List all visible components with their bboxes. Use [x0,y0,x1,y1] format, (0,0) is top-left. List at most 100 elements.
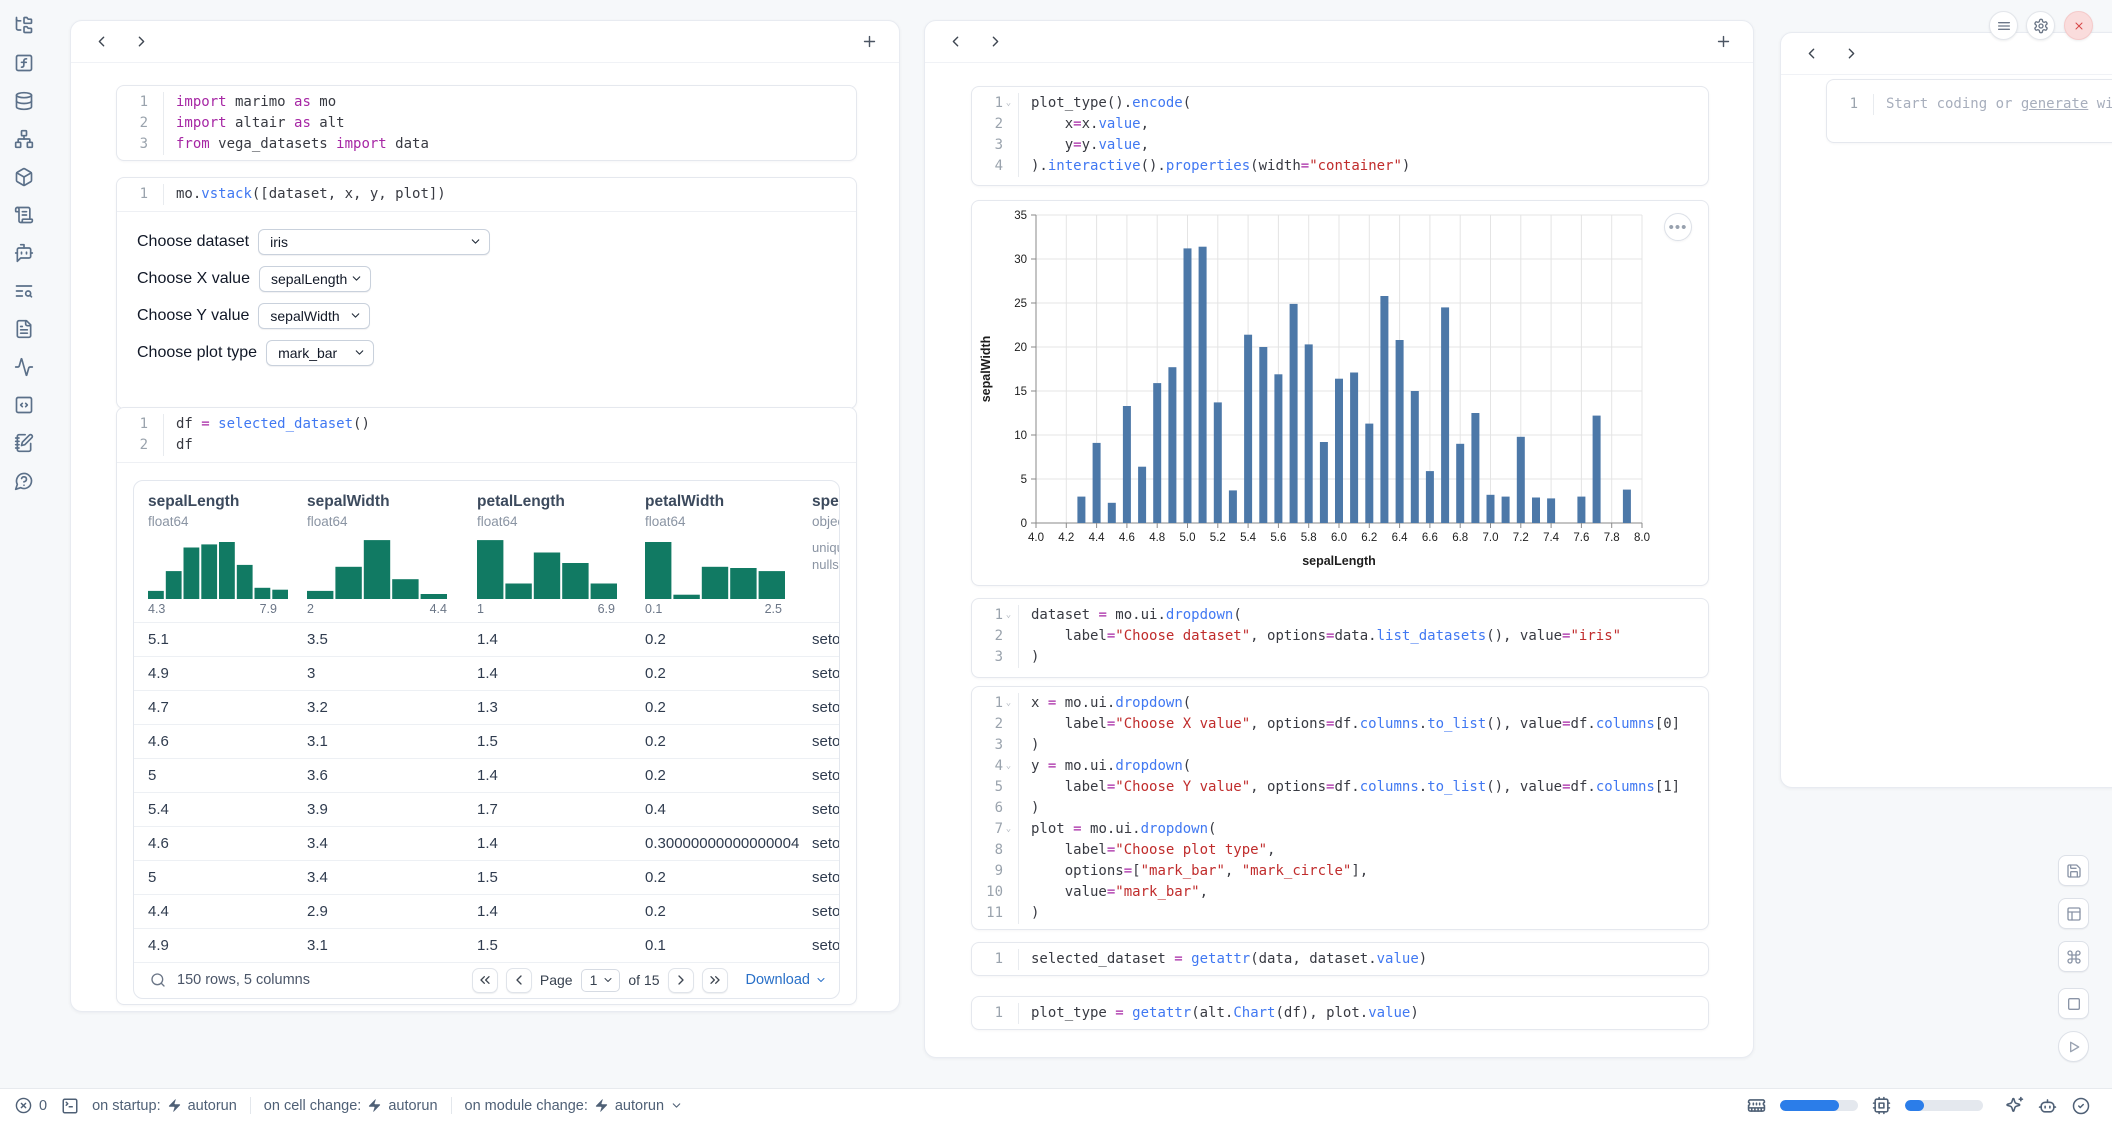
code-editor[interactable]: x = mo.ui.dropdown( label="Choose X valu… [1018,693,1708,924]
control-label: Choose dataset [137,233,249,251]
bot-icon[interactable] [2038,1096,2057,1115]
function-square-icon[interactable] [13,52,35,74]
table-row[interactable]: 4.73.21.30.2setosa [134,690,839,724]
command-palette-button[interactable] [2058,941,2089,972]
runtime-config-item[interactable]: on cell change:autorun [264,1098,438,1114]
table-row[interactable]: 5.43.91.70.4setosa [134,792,839,826]
cell-plot-type[interactable]: 1plot_type = getattr(alt.Chart(df), plot… [971,996,1709,1030]
prev-page-button[interactable] [506,968,532,993]
menu-button[interactable] [1989,11,2018,40]
cell-vstack[interactable]: 1mo.vstack([dataset, x, y, plot]) Choose… [116,177,857,409]
connection-status-icon[interactable] [2071,1096,2090,1115]
code-editor[interactable]: plot_type = getattr(alt.Chart(df), plot.… [1018,1003,1708,1024]
errors-indicator[interactable]: 0 [14,1096,47,1115]
line-numbers: 1 [1827,94,1873,115]
control-label: Choose Y value [137,307,249,325]
memory-icon [1747,1096,1766,1115]
column-header[interactable]: speciesobjectunique:nulls: [798,481,839,622]
choose-x-value-select[interactable]: sepalLength [259,266,371,292]
layout-toggle-button[interactable] [2058,898,2089,929]
code-editor[interactable]: mo.vstack([dataset, x, y, plot]) [163,184,856,205]
help-circle-icon[interactable] [13,470,35,492]
text-search-icon[interactable] [13,280,35,302]
runtime-config-item[interactable]: on startup:autorun [92,1098,237,1114]
page-select[interactable]: 1 [581,969,621,992]
table-row[interactable]: 4.93.11.50.1setosa [134,928,839,962]
table-row[interactable]: 4.63.41.40.30000000000000004setosa [134,826,839,860]
column-header[interactable]: sepalWidthfloat6424.4 [293,481,463,622]
column-prev-button[interactable] [1797,40,1825,68]
table-search-icon[interactable] [148,971,167,990]
table-row[interactable]: 5.13.51.40.2setosa [134,622,839,656]
column-next-button[interactable] [981,28,1009,56]
code-editor[interactable]: selected_dataset = getattr(data, dataset… [1018,949,1708,970]
column-prev-button[interactable] [87,28,115,56]
sparkles-icon[interactable] [2005,1096,2024,1115]
control-row: Choose dataset iris [137,228,836,255]
line-numbers: 1⌄234 [972,93,1018,177]
chart-menu-button[interactable]: ••• [1664,213,1692,241]
first-page-button[interactable] [472,968,498,993]
svg-text:5.8: 5.8 [1301,532,1317,544]
table-row[interactable]: 53.61.40.2setosa [134,758,839,792]
add-cell-button[interactable] [855,28,883,56]
bot-message-icon[interactable] [13,242,35,264]
errors-count: 0 [39,1098,47,1114]
line-numbers: 1 [972,949,1018,970]
choose-plot-type-select[interactable]: mark_bar [266,340,374,366]
bar-chart[interactable]: 4.04.24.44.64.85.05.25.45.65.86.06.26.46… [972,207,1708,579]
code-editor[interactable]: plot_type().encode( x=x.value, y=y.value… [1018,93,1708,177]
notebook-pen-icon[interactable] [13,432,35,454]
line-numbers: 1 [972,1003,1018,1024]
choose-dataset-select[interactable]: iris [258,229,490,255]
svg-text:4.0: 4.0 [1028,532,1044,544]
table-row[interactable]: 4.931.40.2setosa [134,656,839,690]
scroll-text-icon[interactable] [13,204,35,226]
workflow-icon[interactable] [13,128,35,150]
run-all-button[interactable] [2058,1031,2089,1062]
last-page-button[interactable] [702,968,728,993]
column-next-button[interactable] [127,28,155,56]
line-numbers: 1⌄23 [972,605,1018,668]
add-cell-button[interactable] [1709,28,1737,56]
cell-xy-plot-dropdowns[interactable]: 1⌄234⌄567⌄891011x = mo.ui.dropdown( labe… [971,686,1709,930]
cell-dataframe[interactable]: 12df = selected_dataset()df sepalLengthf… [116,407,857,1005]
file-tree-icon[interactable] [13,14,35,36]
next-page-button[interactable] [668,968,694,993]
cell-selected-dataset[interactable]: 1selected_dataset = getattr(data, datase… [971,942,1709,976]
runtime-config-item[interactable]: on module change:autorun [465,1098,684,1114]
database-icon[interactable] [13,90,35,112]
cell-imports[interactable]: 123import marimo as moimport altair as a… [116,85,857,161]
code-square-icon[interactable] [13,394,35,416]
column-header[interactable]: petalWidthfloat640.12.5 [631,481,798,622]
dropdown-controls-output: Choose dataset iris Choose X valuesepalLen… [117,212,856,384]
control-row: Choose X valuesepalLength [137,265,836,292]
code-editor[interactable]: import marimo as moimport altair as altf… [163,92,856,155]
svg-text:5.2: 5.2 [1210,532,1226,544]
close-panel-button[interactable] [2064,11,2093,40]
column-header[interactable]: petalLengthfloat6416.9 [463,481,631,622]
table-row[interactable]: 53.41.50.2setosa [134,860,839,894]
column-prev-button[interactable] [941,28,969,56]
column-header[interactable]: sepalLengthfloat644.37.9 [134,481,293,622]
download-button[interactable]: Download [746,972,828,988]
file-text-icon[interactable] [13,318,35,340]
table-row[interactable]: 4.63.11.50.2setosa [134,724,839,758]
cell-dataset-dropdown[interactable]: 1⌄23dataset = mo.ui.dropdown( label="Cho… [971,598,1709,678]
column-next-button[interactable] [1837,40,1865,68]
svg-text:6.6: 6.6 [1422,532,1438,544]
activity-icon[interactable] [13,356,35,378]
cell-empty-scratch[interactable]: 1Start coding or generate with AI. [1826,79,2112,143]
stop-kernel-button[interactable] [2058,988,2089,1019]
cell-plot-expression[interactable]: 1⌄234plot_type().encode( x=x.value, y=y.… [971,86,1709,186]
table-row[interactable]: 4.42.91.40.2setosa [134,894,839,928]
save-button[interactable] [2058,855,2089,886]
settings-button[interactable] [2026,11,2055,40]
package-icon[interactable] [13,166,35,188]
code-editor[interactable]: dataset = mo.ui.dropdown( label="Choose … [1018,605,1708,668]
svg-text:6.0: 6.0 [1331,532,1347,544]
choose-y-value-select[interactable]: sepalWidth [258,303,370,329]
code-editor[interactable]: df = selected_dataset()df [163,414,856,456]
code-editor[interactable]: Start coding or generate with AI. [1873,94,2112,115]
terminal-icon[interactable] [60,1096,79,1115]
